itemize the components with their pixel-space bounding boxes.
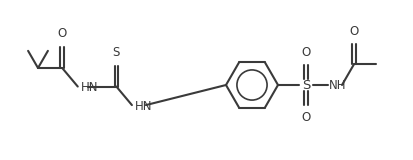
Text: NH: NH [329, 79, 347, 92]
Text: O: O [57, 27, 67, 40]
Text: S: S [113, 46, 120, 59]
Text: O: O [301, 46, 311, 59]
Text: S: S [302, 79, 310, 92]
Text: O: O [301, 111, 311, 124]
Text: HN: HN [81, 81, 98, 94]
Text: O: O [349, 25, 359, 38]
Text: HN: HN [135, 100, 152, 113]
